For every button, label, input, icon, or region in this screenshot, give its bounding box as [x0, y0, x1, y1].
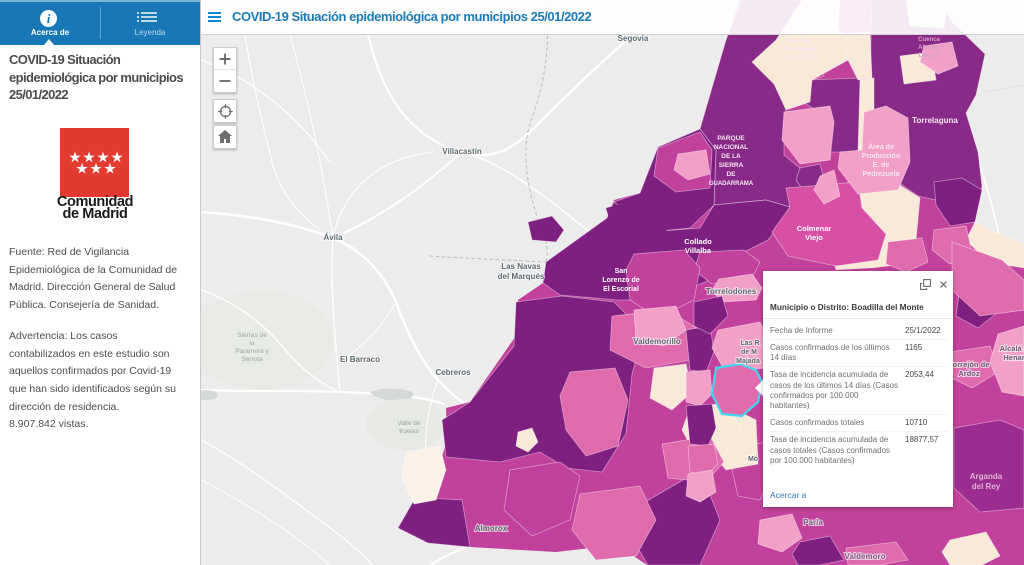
svg-text:Lozoya: Lozoya	[919, 53, 940, 59]
svg-text:Ávila: Ávila	[323, 233, 343, 242]
svg-text:NACIONAL: NACIONAL	[714, 144, 748, 151]
svg-text:Viejo: Viejo	[805, 233, 823, 242]
svg-text:Villalba: Villalba	[685, 246, 712, 255]
svg-text:Paramera y: Paramera y	[235, 348, 269, 355]
svg-text:Alta del: Alta del	[918, 45, 940, 51]
svg-text:Almorox: Almorox	[475, 524, 508, 533]
svg-text:Pedrezuela: Pedrezuela	[863, 171, 900, 178]
svg-text:Cuenca: Cuenca	[918, 37, 940, 43]
svg-text:Las R: Las R	[740, 340, 759, 347]
svg-text:del Marqués: del Marqués	[498, 272, 545, 281]
svg-text:R. de Pinilla: R. de Pinilla	[782, 54, 819, 61]
svg-text:Valdemorillo: Valdemorillo	[633, 337, 681, 346]
svg-text:Área de: Área de	[868, 142, 894, 151]
svg-text:Lorenzo de: Lorenzo de	[602, 277, 639, 284]
svg-text:SIERRA: SIERRA	[719, 162, 744, 169]
svg-text:Alcalá d: Alcalá d	[1000, 344, 1024, 353]
svg-text:Torrelaguna: Torrelaguna	[912, 116, 958, 125]
svg-text:Villacastín: Villacastín	[442, 147, 482, 156]
svg-text:Protección: Protección	[783, 46, 817, 53]
svg-text:San: San	[615, 268, 628, 275]
svg-text:Sierras de: Sierras de	[237, 332, 267, 339]
svg-text:GUADARRAMA: GUADARRAMA	[709, 181, 754, 187]
svg-text:DE: DE	[726, 171, 736, 178]
svg-text:Producción: Producción	[862, 153, 901, 160]
svg-text:del Rey: del Rey	[972, 482, 1001, 491]
svg-text:Serrota: Serrota	[241, 356, 263, 363]
svg-text:El Escorial: El Escorial	[603, 286, 639, 293]
svg-text:Collado: Collado	[684, 237, 712, 246]
svg-text:Parla: Parla	[803, 518, 823, 527]
svg-text:Iruelas: Iruelas	[399, 428, 419, 435]
svg-text:Torrejón de: Torrejón de	[949, 360, 990, 369]
svg-text:PARQUE: PARQUE	[717, 135, 745, 142]
svg-text:Colmenar: Colmenar	[797, 224, 832, 233]
svg-text:Área de: Área de	[788, 36, 812, 45]
svg-text:Arganda: Arganda	[970, 472, 1003, 481]
svg-text:Mó: Mó	[748, 456, 758, 463]
svg-text:DE LA: DE LA	[721, 153, 741, 160]
svg-text:Majada: Majada	[736, 358, 760, 365]
svg-text:Torrelodones: Torrelodones	[706, 287, 757, 296]
svg-text:Segovia: Segovia	[618, 34, 649, 43]
svg-text:Henar: Henar	[1003, 353, 1024, 362]
svg-text:Ardoz: Ardoz	[958, 369, 979, 378]
svg-text:E. de: E. de	[873, 162, 890, 169]
svg-text:la: la	[249, 340, 254, 347]
svg-text:Cebreros: Cebreros	[435, 368, 471, 377]
svg-text:Valle de: Valle de	[397, 420, 420, 427]
svg-text:Valdemoro: Valdemoro	[845, 552, 886, 561]
svg-text:Las Navas: Las Navas	[501, 262, 541, 271]
svg-text:de M: de M	[741, 349, 757, 356]
svg-text:El Barraco: El Barraco	[340, 355, 380, 364]
